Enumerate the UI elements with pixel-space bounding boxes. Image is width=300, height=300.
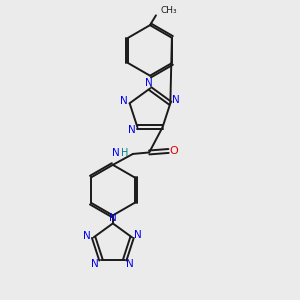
Text: N: N	[109, 213, 117, 223]
Text: O: O	[169, 146, 178, 156]
Text: N: N	[112, 148, 120, 158]
Text: N: N	[172, 95, 180, 105]
Text: N: N	[91, 259, 99, 269]
Text: N: N	[128, 124, 135, 135]
Text: N: N	[134, 230, 142, 240]
Text: CH₃: CH₃	[160, 6, 177, 15]
Text: N: N	[126, 259, 134, 269]
Text: N: N	[120, 96, 128, 106]
Text: H: H	[122, 148, 129, 158]
Text: N: N	[83, 231, 91, 241]
Text: N: N	[145, 78, 153, 88]
